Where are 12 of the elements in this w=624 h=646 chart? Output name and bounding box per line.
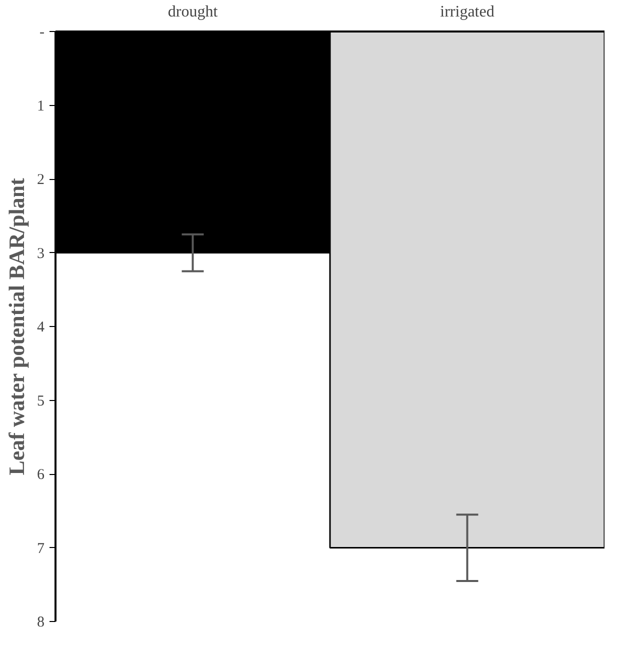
y-tick-label: 7 [37, 540, 45, 557]
y-tick-label: 1 [37, 98, 44, 114]
y-tick-label: 2 [37, 172, 44, 188]
y-tick-label: 5 [37, 393, 44, 410]
x-tick-label: irrigated [440, 4, 494, 20]
y-tick-label: 8 [37, 614, 44, 630]
y-axis-title: Leaf water potential BAR/plant [4, 177, 29, 476]
x-tick-label: drought [168, 4, 218, 20]
y-tick-label: - [40, 24, 45, 40]
y-tick-label: 3 [37, 246, 44, 262]
y-tick-label: 6 [37, 467, 45, 483]
y-tick-label: 4 [37, 320, 45, 336]
